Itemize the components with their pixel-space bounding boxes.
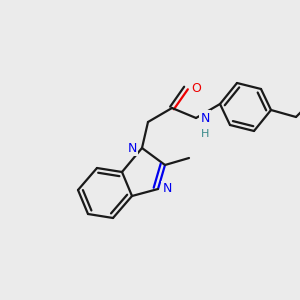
Text: N: N	[200, 112, 210, 124]
Text: H: H	[201, 129, 209, 139]
Text: N: N	[127, 142, 137, 154]
Text: N: N	[162, 182, 172, 196]
Text: O: O	[191, 82, 201, 94]
